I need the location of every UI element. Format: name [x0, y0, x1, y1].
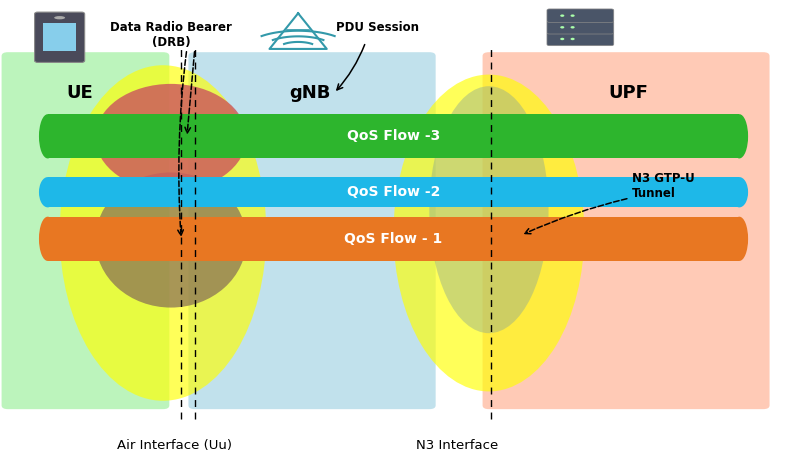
FancyBboxPatch shape [2, 52, 169, 409]
Ellipse shape [54, 16, 65, 20]
FancyBboxPatch shape [547, 32, 614, 46]
Ellipse shape [731, 177, 748, 207]
Ellipse shape [39, 114, 56, 158]
Text: N3 GTP-U
Tunnel: N3 GTP-U Tunnel [632, 172, 695, 200]
Circle shape [560, 14, 564, 17]
Text: N3 Interface: N3 Interface [416, 439, 498, 452]
Ellipse shape [394, 75, 584, 391]
Ellipse shape [731, 217, 748, 261]
FancyBboxPatch shape [34, 12, 84, 62]
Ellipse shape [39, 217, 56, 261]
Text: QoS Flow -3: QoS Flow -3 [347, 129, 440, 144]
Text: PDU Session: PDU Session [336, 21, 419, 34]
Text: Data Radio Bearer
(DRB): Data Radio Bearer (DRB) [110, 21, 232, 49]
Ellipse shape [429, 86, 549, 333]
Circle shape [571, 38, 575, 40]
FancyBboxPatch shape [188, 52, 436, 409]
FancyBboxPatch shape [547, 9, 614, 22]
Text: Air Interface (Uu): Air Interface (Uu) [118, 439, 232, 452]
FancyBboxPatch shape [547, 21, 614, 34]
Bar [48, 217, 739, 261]
Text: UPF: UPF [608, 84, 648, 102]
Circle shape [560, 38, 564, 40]
Text: QoS Flow -2: QoS Flow -2 [347, 185, 440, 199]
Ellipse shape [731, 114, 748, 158]
Circle shape [571, 14, 575, 17]
Text: gNB: gNB [289, 84, 331, 102]
FancyBboxPatch shape [483, 52, 770, 409]
Circle shape [571, 26, 575, 28]
Bar [48, 177, 739, 207]
Ellipse shape [95, 172, 246, 308]
Ellipse shape [60, 65, 266, 401]
Bar [48, 114, 739, 158]
Circle shape [560, 26, 564, 28]
Text: QoS Flow - 1: QoS Flow - 1 [344, 232, 443, 246]
Ellipse shape [95, 84, 246, 191]
Ellipse shape [39, 177, 56, 207]
Bar [43, 23, 76, 51]
Text: UE: UE [66, 84, 93, 102]
